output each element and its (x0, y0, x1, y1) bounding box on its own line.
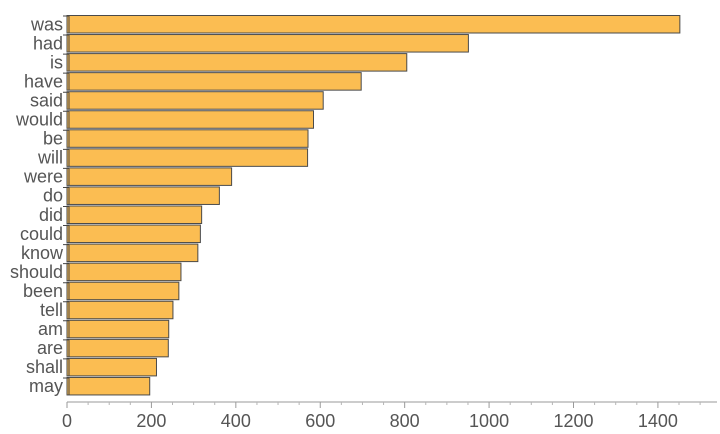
bar-do (66, 186, 220, 205)
x-tick-label-1400: 1400 (638, 411, 678, 431)
category-label-will: will (37, 148, 63, 168)
category-label-said: said (30, 90, 63, 110)
bar-was (66, 15, 681, 34)
bars-layer (63, 15, 681, 396)
bar-did (66, 205, 203, 224)
category-label-am: am (38, 319, 63, 339)
category-tick (63, 206, 70, 224)
category-tick (63, 53, 70, 72)
category-label-know: know (21, 243, 64, 263)
category-tick (63, 91, 70, 110)
category-tick (63, 72, 70, 91)
category-tick (63, 225, 70, 243)
bar-had (66, 34, 469, 53)
category-tick (63, 148, 70, 167)
category-label-are: are (37, 338, 63, 358)
x-tick-label-800: 800 (390, 411, 420, 431)
x-tick-label-200: 200 (136, 411, 166, 431)
category-label-may: may (29, 376, 63, 396)
x-tick-label-600: 600 (305, 411, 335, 431)
x-tick-label-0: 0 (62, 411, 72, 431)
category-tick (63, 301, 70, 319)
category-label-have: have (24, 71, 63, 91)
category-label-did: did (39, 205, 63, 225)
category-label-be: be (43, 129, 63, 149)
category-label-do: do (43, 186, 63, 206)
x-tick-label-400: 400 (221, 411, 251, 431)
bar-been (66, 281, 180, 301)
category-tick (63, 358, 70, 376)
category-tick (63, 34, 70, 53)
category-label-was: was (30, 14, 63, 34)
category-tick (63, 339, 70, 357)
category-tick (63, 282, 70, 300)
bar-were (66, 167, 233, 186)
bar-could (66, 224, 201, 244)
x-axis: 0 200 400 600 800 1000 1200 1400 (62, 401, 717, 431)
bar-would (66, 110, 314, 129)
category-tick (63, 320, 70, 338)
category-tick (63, 15, 70, 33)
bar-be (66, 129, 309, 148)
category-tick (63, 167, 70, 186)
category-label-been: been (23, 281, 63, 301)
bar-am (66, 319, 170, 339)
category-tick (63, 186, 70, 205)
category-tick (63, 263, 70, 281)
category-tick (63, 110, 70, 129)
category-labels: washadishavesaidwouldbewillweredodidcoul… (10, 14, 64, 396)
bar-shall (66, 357, 157, 377)
category-label-were: were (23, 167, 63, 187)
category-tick (63, 244, 70, 262)
category-label-had: had (33, 33, 63, 53)
category-label-should: should (10, 262, 63, 282)
category-label-would: would (15, 110, 63, 130)
bar-tell (66, 300, 174, 320)
category-tick (63, 129, 70, 148)
x-tick-label-1200: 1200 (553, 411, 593, 431)
bar-are (66, 338, 169, 358)
bar-said (66, 91, 324, 110)
category-label-is: is (50, 52, 63, 72)
bar-know (66, 243, 199, 263)
bar-will (66, 148, 309, 167)
category-label-shall: shall (26, 357, 63, 377)
x-tick-label-1000: 1000 (469, 411, 509, 431)
category-label-tell: tell (40, 300, 63, 320)
bar-may (66, 376, 151, 396)
category-tick (63, 377, 70, 395)
bar-should (66, 262, 182, 282)
bar-is (66, 53, 408, 72)
bar-have (66, 72, 362, 91)
category-label-could: could (20, 224, 63, 244)
